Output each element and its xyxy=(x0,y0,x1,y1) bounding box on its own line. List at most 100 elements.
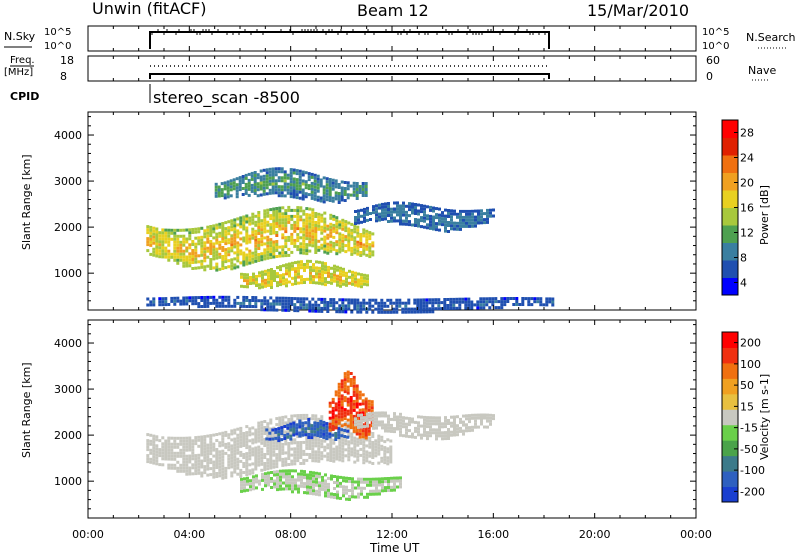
echo-cell xyxy=(311,441,315,445)
echo-cell xyxy=(405,222,408,226)
echo-cell xyxy=(224,472,228,476)
echo-cell xyxy=(365,232,369,236)
echo-cell xyxy=(239,252,243,256)
echo-cell xyxy=(417,433,420,437)
echo-cell xyxy=(387,423,390,427)
echo-cell xyxy=(356,307,360,311)
echo-cell xyxy=(274,185,278,189)
echo-cell xyxy=(176,237,180,241)
echo-cell xyxy=(194,457,198,461)
echo-cell xyxy=(393,479,396,483)
echo-cell xyxy=(283,179,287,183)
echo-cell xyxy=(357,492,360,496)
echo-cell xyxy=(182,466,186,470)
echo-cell xyxy=(480,422,483,426)
echo-cell xyxy=(299,453,303,456)
echo-cell xyxy=(375,417,378,421)
echo-cell xyxy=(331,184,335,188)
echo-cell xyxy=(227,436,231,440)
echo-cell xyxy=(305,225,309,229)
echo-cell xyxy=(194,454,198,458)
echo-cell xyxy=(275,453,279,457)
echo-cell xyxy=(301,194,305,198)
echo-cell xyxy=(320,445,324,449)
echo-cell xyxy=(335,216,339,220)
echo-cell xyxy=(243,486,246,490)
echo-cell xyxy=(280,429,284,433)
echo-cell xyxy=(224,251,228,255)
echo-cell xyxy=(275,296,279,300)
echo-cell xyxy=(224,260,228,264)
echo-cell xyxy=(367,408,371,412)
echo-cell xyxy=(350,310,354,314)
echo-cell xyxy=(314,444,318,448)
echo-cell xyxy=(355,417,359,421)
echo-cell xyxy=(296,221,300,225)
echo-cell xyxy=(441,437,444,441)
echo-cell xyxy=(384,480,387,484)
echo-cell xyxy=(419,310,423,314)
echo-cell xyxy=(346,429,350,433)
echo-cell xyxy=(489,208,492,212)
echo-cell xyxy=(362,455,366,459)
echo-cell xyxy=(278,299,282,303)
echo-cell xyxy=(408,429,411,433)
echo-cell xyxy=(361,393,365,397)
echo-cell xyxy=(221,476,225,480)
echo-cell xyxy=(182,454,186,458)
echo-cell xyxy=(257,211,261,214)
echo-cell xyxy=(420,210,423,214)
echo-cell xyxy=(331,406,335,410)
nsky-trace xyxy=(149,31,550,49)
echo-cell xyxy=(361,423,365,427)
echo-cell xyxy=(206,237,210,241)
echo-cell xyxy=(284,227,288,231)
echo-cell xyxy=(191,299,195,303)
echo-cell xyxy=(302,300,306,304)
echo-cell xyxy=(268,182,272,186)
echo-cell xyxy=(289,192,293,196)
echo-cell xyxy=(283,425,287,428)
echo-cell xyxy=(230,258,234,262)
echo-cell xyxy=(302,212,306,216)
echo-cell xyxy=(238,188,242,192)
echo-cell xyxy=(334,191,338,195)
echo-cell xyxy=(319,199,323,203)
echo-cell xyxy=(306,482,309,486)
echo-cell xyxy=(300,472,303,476)
echo-cell xyxy=(218,432,222,436)
echo-cell xyxy=(233,431,237,435)
echo-cell xyxy=(420,207,423,211)
echo-cell xyxy=(410,310,414,314)
echo-cell xyxy=(275,225,279,228)
echo-cell xyxy=(249,482,252,486)
echo-cell xyxy=(197,227,201,231)
echo-cell xyxy=(548,300,552,304)
echo-cell xyxy=(251,471,255,475)
nsky-tick-right-top: 10^5 xyxy=(702,27,729,38)
echo-cell xyxy=(185,448,189,452)
echo-cell xyxy=(176,451,180,455)
echo-cell xyxy=(275,210,279,213)
echo-cell xyxy=(358,429,362,433)
echo-cell xyxy=(332,244,336,248)
echo-cell xyxy=(351,273,354,277)
echo-cell xyxy=(275,216,279,219)
echo-cell xyxy=(209,246,213,249)
echo-cell xyxy=(357,413,360,417)
echo-cell xyxy=(167,240,171,244)
echo-cell xyxy=(173,234,177,238)
echo-cell xyxy=(366,283,369,287)
echo-cell xyxy=(227,241,231,245)
echo-cell xyxy=(344,310,348,314)
echo-cell xyxy=(347,248,351,252)
echo-cell xyxy=(287,430,291,433)
echo-cell xyxy=(293,223,297,227)
echo-cell xyxy=(428,298,432,302)
echo-cell xyxy=(263,468,267,471)
echo-cell xyxy=(194,460,198,464)
echo-cell xyxy=(255,474,258,478)
echo-cell xyxy=(480,212,483,216)
echo-cell xyxy=(276,284,279,288)
echo-cell xyxy=(212,230,216,234)
